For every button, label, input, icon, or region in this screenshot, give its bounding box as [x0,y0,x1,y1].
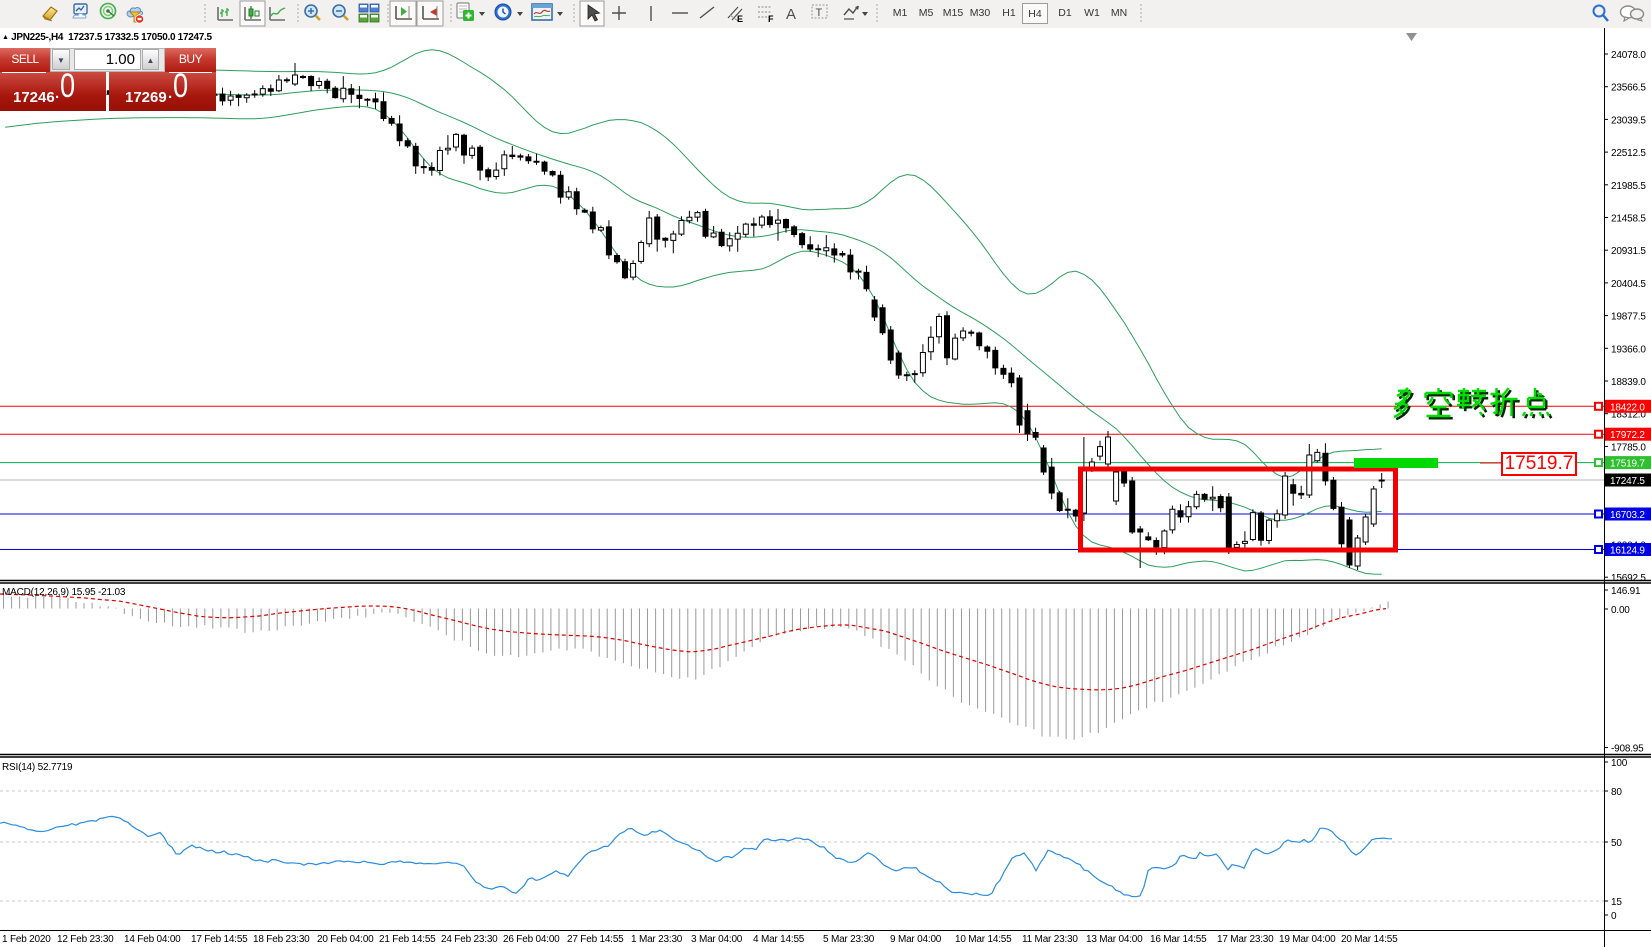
svg-text:20 Mar 14:55: 20 Mar 14:55 [1341,934,1398,945]
svg-text:1 Mar 23:30: 1 Mar 23:30 [631,934,683,945]
svg-text:21985.5: 21985.5 [1611,181,1646,192]
svg-text:4 Mar 14:55: 4 Mar 14:55 [753,934,805,945]
svg-text:24 Feb 23:30: 24 Feb 23:30 [441,934,498,945]
svg-text:19877.5: 19877.5 [1611,312,1646,323]
svg-text:17 Mar 23:30: 17 Mar 23:30 [1217,934,1274,945]
svg-text:18312.0: 18312.0 [1611,410,1646,421]
svg-text:22512.5: 22512.5 [1611,148,1646,159]
svg-text:80: 80 [1611,787,1622,798]
svg-text:21 Feb 14:55: 21 Feb 14:55 [379,934,436,945]
svg-text:16124.9: 16124.9 [1610,546,1645,557]
svg-text:0: 0 [1611,911,1617,922]
svg-text:-908.95: -908.95 [1611,744,1644,755]
svg-text:18839.0: 18839.0 [1611,377,1646,388]
svg-text:146.91: 146.91 [1611,586,1641,597]
svg-text:27 Feb 14:55: 27 Feb 14:55 [567,934,624,945]
svg-text:24078.0: 24078.0 [1611,50,1646,61]
svg-text:23566.5: 23566.5 [1611,83,1646,94]
svg-text:20404.5: 20404.5 [1611,279,1646,290]
svg-text:20 Feb 04:00: 20 Feb 04:00 [317,934,374,945]
svg-text:15692.5: 15692.5 [1611,573,1646,584]
svg-text:17972.2: 17972.2 [1610,430,1645,441]
svg-text:E: E [737,14,743,24]
svg-text:21458.5: 21458.5 [1611,214,1646,225]
svg-text:17785.0: 17785.0 [1611,442,1646,453]
svg-text:F: F [768,14,774,24]
svg-text:0.00: 0.00 [1611,605,1630,616]
svg-text:100: 100 [1611,758,1628,769]
svg-text:17519.7: 17519.7 [1610,459,1645,470]
svg-text:16 Mar 14:55: 16 Mar 14:55 [1150,934,1207,945]
svg-text:19 Mar 04:00: 19 Mar 04:00 [1279,934,1336,945]
svg-text:18 Feb 23:30: 18 Feb 23:30 [253,934,310,945]
svg-text:RSI(14) 52.7719: RSI(14) 52.7719 [2,762,73,773]
svg-text:MACD(12,26,9) 15.95 -21.03: MACD(12,26,9) 15.95 -21.03 [2,587,126,598]
svg-text:17247.5: 17247.5 [1610,476,1645,487]
svg-text:26 Feb 04:00: 26 Feb 04:00 [503,934,560,945]
svg-text:1 Feb 2020: 1 Feb 2020 [2,934,51,945]
svg-text:10 Mar 14:55: 10 Mar 14:55 [955,934,1012,945]
svg-text:9 Mar 04:00: 9 Mar 04:00 [890,934,942,945]
svg-text:16703.2: 16703.2 [1610,510,1645,521]
svg-text:12 Feb 23:30: 12 Feb 23:30 [57,934,114,945]
svg-text:5 Mar 23:30: 5 Mar 23:30 [823,934,875,945]
svg-text:18422.0: 18422.0 [1610,402,1645,413]
svg-text:50: 50 [1611,838,1622,849]
svg-text:23039.5: 23039.5 [1611,115,1646,126]
svg-text:T: T [816,7,823,19]
svg-text:11 Mar 23:30: 11 Mar 23:30 [1022,934,1078,945]
svg-text:14 Feb 04:00: 14 Feb 04:00 [124,934,181,945]
svg-text:13 Mar 04:00: 13 Mar 04:00 [1086,934,1143,945]
svg-text:17 Feb 14:55: 17 Feb 14:55 [191,934,248,945]
svg-text:A: A [786,6,796,23]
svg-text:15: 15 [1611,897,1622,908]
svg-text:19366.0: 19366.0 [1611,344,1646,355]
svg-text:3 Mar 04:00: 3 Mar 04:00 [691,934,743,945]
svg-text:20931.5: 20931.5 [1611,246,1646,257]
